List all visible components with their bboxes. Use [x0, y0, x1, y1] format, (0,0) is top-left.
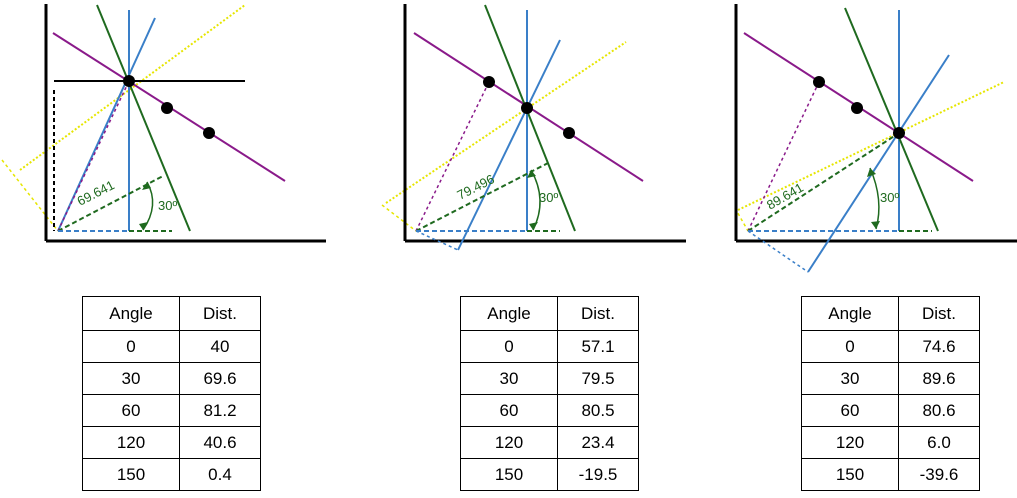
angle-cell: 30 [801, 362, 899, 395]
angle-cell: 60 [801, 394, 899, 427]
table-row: 120 23.4 [460, 426, 639, 459]
panel-3-diagram: 89.641 30º [734, 4, 1017, 273]
angle-cell: 120 [801, 426, 899, 459]
angle-cell: 0 [82, 330, 180, 363]
table-row: 0 57.1 [460, 330, 639, 363]
panel-1-angle-label: 30º [158, 198, 177, 213]
panel-2-angle-label: 30º [539, 190, 558, 205]
angle-cell: 120 [82, 426, 180, 459]
panel-2-dist-label: 79.496 [455, 171, 497, 202]
angle-cell: 0 [460, 330, 558, 363]
panel-2-diagram: 79.496 30º [381, 4, 686, 251]
angle-header: Angle [801, 296, 899, 331]
table-header-row: Angle Dist. [801, 296, 980, 331]
angle-cell: 30 [82, 362, 180, 395]
angle-cell: 120 [460, 426, 558, 459]
dist-cell: 74.6 [898, 330, 980, 363]
table-row: 60 81.2 [82, 394, 261, 427]
table-row: 120 40.6 [82, 426, 261, 459]
dist-cell: 79.5 [557, 362, 639, 395]
angle-cell: 60 [82, 394, 180, 427]
panel-2-table: Angle Dist. 0 57.1 30 79.5 60 80.5 120 2… [460, 296, 639, 491]
dist-cell: 81.2 [179, 394, 261, 427]
table-row: 120 6.0 [801, 426, 980, 459]
angle-cell: 150 [801, 458, 899, 491]
dist-cell: 23.4 [557, 426, 639, 459]
angle-cell: 60 [460, 394, 558, 427]
dist-cell: 80.6 [898, 394, 980, 427]
panel-1-table: Angle Dist. 0 40 30 69.6 60 81.2 120 40.… [82, 296, 261, 491]
panel-3-table: Angle Dist. 0 74.6 30 89.6 60 80.6 120 6… [801, 296, 980, 491]
panel-3-angle-label: 30º [880, 190, 899, 205]
dist-cell: 40.6 [179, 426, 261, 459]
angle-header: Angle [460, 296, 558, 331]
dist-cell: 40 [179, 330, 261, 363]
dist-header: Dist. [557, 296, 639, 331]
angle-cell: 0 [801, 330, 899, 363]
dist-cell: 69.6 [179, 362, 261, 395]
dist-cell: 57.1 [557, 330, 639, 363]
dist-cell: 89.6 [898, 362, 980, 395]
dist-header: Dist. [898, 296, 980, 331]
dist-cell: 80.5 [557, 394, 639, 427]
dist-cell: -19.5 [557, 458, 639, 491]
table-header-row: Angle Dist. [460, 296, 639, 331]
panel-1-diagram: 69.641 30º [1, 4, 326, 243]
dist-cell: 0.4 [179, 458, 261, 491]
table-row: 60 80.5 [460, 394, 639, 427]
table-row: 150 -19.5 [460, 458, 639, 491]
dist-header: Dist. [179, 296, 261, 331]
angle-cell: 150 [460, 458, 558, 491]
table-row: 0 40 [82, 330, 261, 363]
table-row: 30 89.6 [801, 362, 980, 395]
dist-cell: 6.0 [898, 426, 980, 459]
dist-cell: -39.6 [898, 458, 980, 491]
angle-cell: 30 [460, 362, 558, 395]
table-row: 150 -39.6 [801, 458, 980, 491]
angle-header: Angle [82, 296, 180, 331]
angle-cell: 150 [82, 458, 180, 491]
table-row: 60 80.6 [801, 394, 980, 427]
table-row: 150 0.4 [82, 458, 261, 491]
table-row: 0 74.6 [801, 330, 980, 363]
table-row: 30 69.6 [82, 362, 261, 395]
hough-diagrams: 69.641 30º 79.496 30º [1, 4, 1017, 273]
table-row: 30 79.5 [460, 362, 639, 395]
table-header-row: Angle Dist. [82, 296, 261, 331]
